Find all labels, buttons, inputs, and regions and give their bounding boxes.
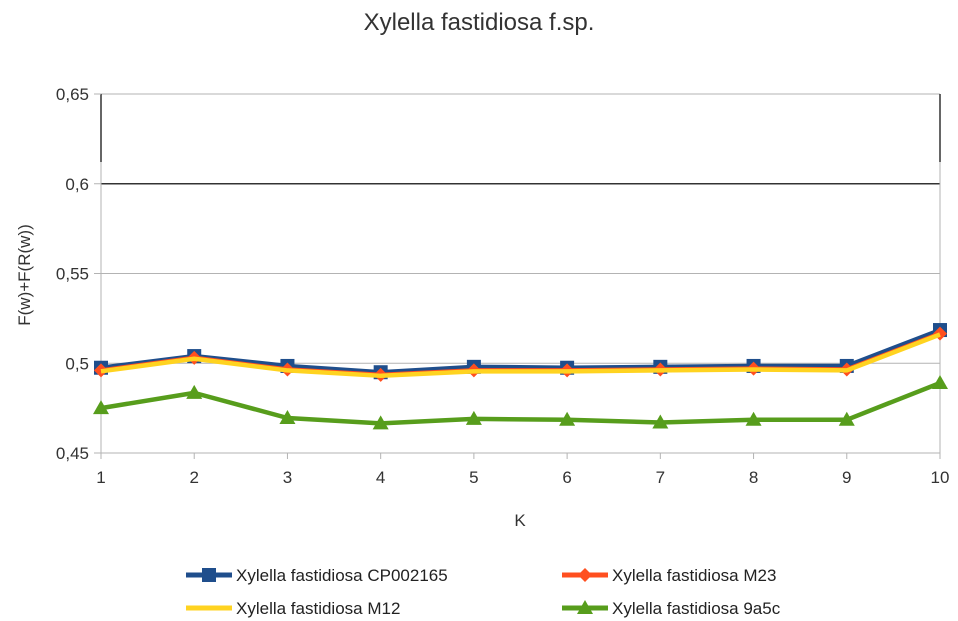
x-axis-label: K [514, 511, 526, 530]
y-tick-label: 0,65 [56, 85, 89, 104]
series-3 [100, 332, 941, 379]
x-tick-label: 2 [189, 468, 198, 487]
y-tick-label: 0,6 [65, 175, 89, 194]
legend-marker [578, 568, 592, 582]
y-axis-label: F(w)+F(R(w)) [15, 224, 34, 326]
legend-label: Xylella fastidiosa M12 [236, 599, 400, 618]
x-tick-label: 5 [469, 468, 478, 487]
legend: Xylella fastidiosa CP002165 Xylella fasti… [186, 566, 781, 618]
series-layer [93, 323, 948, 430]
y-tick-label: 0,5 [65, 354, 89, 373]
series-line [100, 332, 941, 379]
x-tick-label: 4 [376, 468, 385, 487]
series-4 [93, 374, 948, 430]
data-point [932, 374, 948, 389]
legend-label: Xylella fastidiosa CP002165 [236, 566, 448, 585]
x-axis-ticks: 1 2 3 4 5 6 7 8 9 10 [96, 453, 949, 487]
data-point [838, 411, 855, 426]
legend-item: Xylella fastidiosa M12 [186, 599, 400, 618]
legend-marker [577, 600, 593, 614]
data-point [93, 400, 109, 415]
legend-label: Xylella fastidiosa M23 [612, 566, 776, 585]
x-tick-label: 6 [562, 468, 571, 487]
data-point [186, 384, 203, 399]
x-tick-label: 8 [749, 468, 758, 487]
series-line [100, 380, 941, 426]
data-point [559, 411, 576, 426]
data-point [372, 415, 389, 430]
legend-marker [202, 568, 216, 582]
data-point [652, 414, 669, 429]
x-tick-label: 3 [283, 468, 292, 487]
y-tick-label: 0,55 [56, 265, 89, 284]
x-tick-label: 7 [656, 468, 665, 487]
chart-title: Xylella fastidiosa f.sp. [364, 9, 595, 36]
legend-label: Xylella fastidiosa 9a5c [612, 599, 781, 618]
x-tick-label: 1 [96, 468, 105, 487]
x-tick-label: 10 [931, 468, 950, 487]
x-tick-label: 9 [842, 468, 851, 487]
data-point [279, 409, 296, 424]
series-2 [94, 326, 947, 382]
y-axis-ticks: 0,45 0,5 0,55 0,6 0,65 [56, 85, 101, 463]
legend-item: Xylella fastidiosa CP002165 [186, 566, 448, 585]
data-point [465, 410, 482, 425]
data-point [745, 411, 762, 426]
legend-item: Xylella fastidiosa 9a5c [562, 599, 781, 618]
grid-lines [100, 93, 941, 454]
y-tick-label: 0,45 [56, 444, 89, 463]
series-line [100, 327, 941, 375]
legend-item: Xylella fastidiosa M23 [562, 566, 776, 585]
